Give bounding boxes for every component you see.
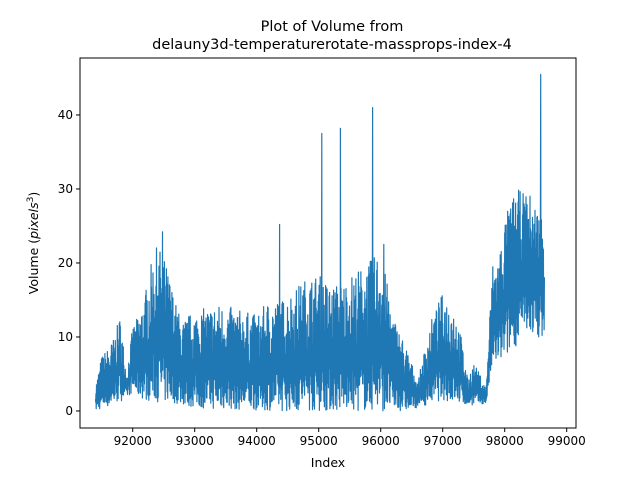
x-tick-label-3: 95000 xyxy=(300,434,338,448)
series-line-0 xyxy=(94,73,545,412)
x-tick-label-4: 96000 xyxy=(362,434,400,448)
x-axis: 92000 93000 94000 95000 96000 97000 98000 99000 xyxy=(114,428,586,448)
y-axis: 0 10 20 30 40 xyxy=(58,108,80,418)
x-tick-label-1: 93000 xyxy=(176,434,214,448)
y-axis-label-exponent: 3 xyxy=(26,197,36,203)
y-tick-label-3: 30 xyxy=(58,182,73,196)
series-group xyxy=(94,73,545,412)
x-tick-label-5: 97000 xyxy=(424,434,462,448)
axes-frame xyxy=(79,57,577,429)
x-tick-label-6: 98000 xyxy=(486,434,524,448)
x-tick-label-0: 92000 xyxy=(114,434,152,448)
y-tick-label-4: 40 xyxy=(58,108,73,122)
x-axis-label: Index xyxy=(311,455,345,470)
y-tick-label-1: 10 xyxy=(58,330,73,344)
plot-area xyxy=(79,57,577,429)
y-axis-label-variable: pixels xyxy=(26,202,41,240)
x-tick-label-7: 99000 xyxy=(548,434,586,448)
chart-title-line-2: delauny3d-temperaturerotate-massprops-in… xyxy=(152,37,512,53)
y-axis-label: Volume (pixels3) xyxy=(26,192,41,294)
y-axis-label-prefix: Volume ( xyxy=(26,239,41,294)
y-tick-label-2: 20 xyxy=(58,256,73,270)
x-tick-label-2: 94000 xyxy=(238,434,276,448)
y-tick-label-0: 0 xyxy=(65,404,73,418)
chart-title-line-1: Plot of Volume from xyxy=(261,19,404,35)
y-axis-label-suffix: ) xyxy=(26,192,41,197)
